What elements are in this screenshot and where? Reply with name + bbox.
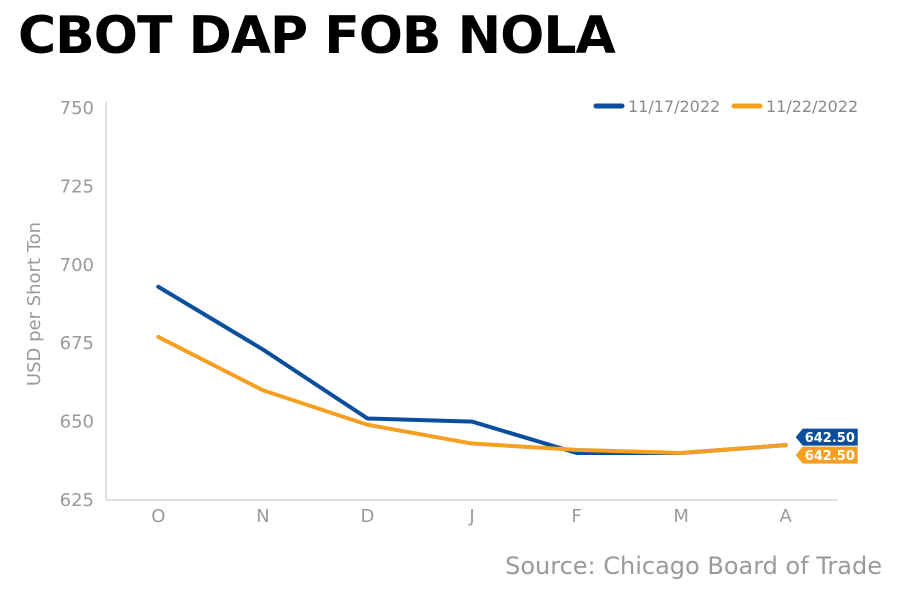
source-note: Source: Chicago Board of Trade [505, 552, 882, 580]
chart-title: CBOT DAP FOB NOLA [18, 6, 616, 66]
x-tick-label: O [151, 506, 165, 527]
x-tick-label: N [256, 506, 269, 527]
legend: 11/17/2022 11/22/2022 [593, 97, 858, 116]
series-line-0 [156, 284, 788, 455]
end-label-value-1: 642.50 [805, 449, 855, 464]
legend-label-1: 11/22/2022 [766, 97, 858, 116]
x-tick-label: F [571, 506, 581, 527]
y-tick-label: 725 [60, 176, 94, 197]
end-labels: 642.50 642.50 [795, 428, 858, 464]
series-lines [156, 284, 788, 455]
y-tick-label: 625 [60, 490, 94, 511]
y-axis-ticks: 625 650 675 700 725 750 [60, 98, 94, 511]
axes [105, 102, 838, 501]
end-label-tag-0 [795, 428, 858, 446]
x-tick-label: J [468, 506, 474, 527]
x-tick-label: D [360, 506, 374, 527]
x-tick-label: M [673, 506, 689, 527]
y-tick-label: 700 [60, 255, 94, 276]
series-line-1 [156, 334, 788, 455]
y-tick-label: 675 [60, 333, 94, 354]
end-label-tag-1 [795, 446, 858, 464]
end-label-value-0: 642.50 [805, 431, 855, 446]
x-tick-label: A [780, 506, 793, 527]
y-axis-label: USD per Short Ton [24, 222, 45, 386]
y-tick-label: 650 [60, 412, 94, 433]
y-tick-label: 750 [60, 98, 94, 119]
legend-label-0: 11/17/2022 [628, 97, 720, 116]
